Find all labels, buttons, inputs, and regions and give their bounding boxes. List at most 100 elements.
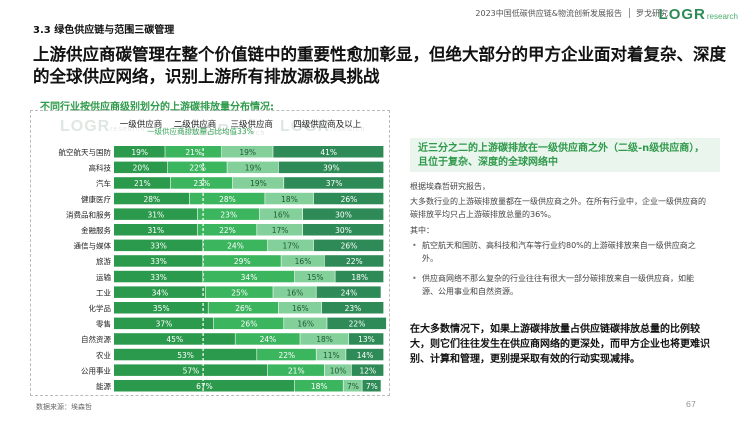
category-label: 金融服务 <box>81 225 111 235</box>
data-label: 34% <box>241 273 258 282</box>
data-label: 21% <box>288 366 305 375</box>
data-label: 20% <box>133 164 150 173</box>
data-label: 22% <box>189 164 206 173</box>
bar-segment <box>316 286 381 298</box>
bar-segment <box>284 317 327 330</box>
bar-segment <box>213 317 284 330</box>
data-label: 67% <box>196 382 213 391</box>
bar-segment <box>257 224 303 236</box>
bar-segment <box>327 317 387 330</box>
bar-segment <box>348 333 384 345</box>
data-label: 19% <box>131 148 148 157</box>
bar-segment <box>343 380 362 392</box>
bar-segment <box>114 239 203 252</box>
data-label: 11% <box>323 351 340 360</box>
bar-segment <box>294 380 343 392</box>
page-number: 67 <box>685 400 696 409</box>
bar-segment <box>267 364 324 376</box>
watermark-sub-text: research <box>110 126 146 133</box>
bar-segment <box>114 286 206 298</box>
bar-segment <box>346 348 384 361</box>
data-label: 31% <box>148 210 165 219</box>
chart-title: 不同行业按供应商级别划分的上游碳排放量分布情况: <box>40 102 274 113</box>
bar-segment <box>203 270 295 283</box>
data-label: 22% <box>219 226 236 235</box>
bar-segment <box>351 364 384 376</box>
data-label: 41% <box>320 148 337 157</box>
bar-segment <box>114 333 235 345</box>
data-label: 31% <box>148 226 165 235</box>
data-label: 16% <box>297 320 314 329</box>
category-label: 自然资源 <box>81 334 111 344</box>
legend-label: 三级供应商 <box>230 119 273 130</box>
bar-segment <box>168 161 227 174</box>
watermark-logo: LOGRresearch <box>60 118 145 136</box>
category-label: 能源 <box>96 381 111 391</box>
bar-segment <box>203 239 268 252</box>
bar-segment <box>335 270 384 283</box>
bar-segment <box>284 177 384 189</box>
bullet-item: 供应商网络不那么复杂的行业往往有很大一部分碳排放来自一级供应商，如能源、公用事业… <box>412 272 708 298</box>
data-label: 12% <box>359 366 376 375</box>
data-label: 21% <box>134 179 151 188</box>
data-label: 33% <box>150 273 167 282</box>
bar-segment <box>321 302 384 314</box>
bar-segment <box>203 255 281 267</box>
data-label: 28% <box>143 195 160 204</box>
bar-segment <box>114 348 257 361</box>
watermark-logo-text: LOGR <box>180 122 231 139</box>
category-label: 通信与媒体 <box>74 241 112 251</box>
category-label: 航空航天与国防 <box>59 147 112 157</box>
data-label: 22% <box>349 320 366 329</box>
bullet-item: 航空航天和国防、高科技和汽车等行业约80%的上游碳排放来自一级供应商之外。 <box>412 239 708 265</box>
data-label: 21% <box>185 148 202 157</box>
data-label: 26% <box>235 304 252 313</box>
bar-segment <box>267 239 314 252</box>
data-label: 34% <box>152 288 169 297</box>
chart-container: LOGRresearch LOGRresearch LOGRresearch 一… <box>30 110 390 400</box>
bar-segment <box>313 192 384 205</box>
data-label: 19% <box>239 148 256 157</box>
bar-segment <box>114 177 171 189</box>
category-label: 化学品 <box>89 303 112 313</box>
data-label: 33% <box>150 242 167 251</box>
bar-segment <box>208 302 279 314</box>
finding-text: 大多数行业的上游碳排放量都在一级供应商之外。在所有行业中，企业一级供应商的碳排放… <box>410 197 706 219</box>
bar-segment <box>303 224 384 236</box>
data-label: 23% <box>345 304 362 313</box>
data-label: 7% <box>347 382 359 391</box>
category-label: 旅游 <box>96 256 111 266</box>
watermark-logo-text: LOGR <box>280 118 331 135</box>
logo-main-text: LOGR <box>658 6 706 23</box>
bar-segment <box>114 380 295 392</box>
bar-segment <box>189 192 265 205</box>
data-label: 13% <box>358 335 375 344</box>
bar-segment <box>197 224 257 236</box>
data-label: 19% <box>250 179 267 188</box>
bar-segment <box>300 333 349 345</box>
bar-segment <box>114 364 268 376</box>
data-label: 19% <box>245 164 262 173</box>
bar-segment <box>324 255 384 267</box>
header-divider <box>629 8 630 18</box>
data-label: 45% <box>166 335 183 344</box>
bar-segment <box>278 161 384 174</box>
data-label: 25% <box>231 288 248 297</box>
watermark-logo: LOGRresearch <box>280 118 365 136</box>
bar-segment <box>114 270 203 283</box>
bar-segment <box>222 146 273 158</box>
watermark-logo: LOGRresearch <box>180 122 265 140</box>
category-label: 健康医疗 <box>81 194 111 204</box>
data-label: 14% <box>357 351 374 360</box>
data-label: 24% <box>341 288 358 297</box>
watermark-sub-text: research <box>330 126 366 133</box>
category-label: 零售 <box>96 319 111 329</box>
data-label: 26% <box>241 320 258 329</box>
list-intro: 其中： <box>410 226 434 235</box>
data-label: 30% <box>335 210 352 219</box>
data-label: 37% <box>156 320 173 329</box>
data-label: 16% <box>273 210 290 219</box>
category-label: 汽车 <box>96 178 111 188</box>
data-label: 16% <box>295 257 312 266</box>
bar-segment <box>259 208 303 220</box>
